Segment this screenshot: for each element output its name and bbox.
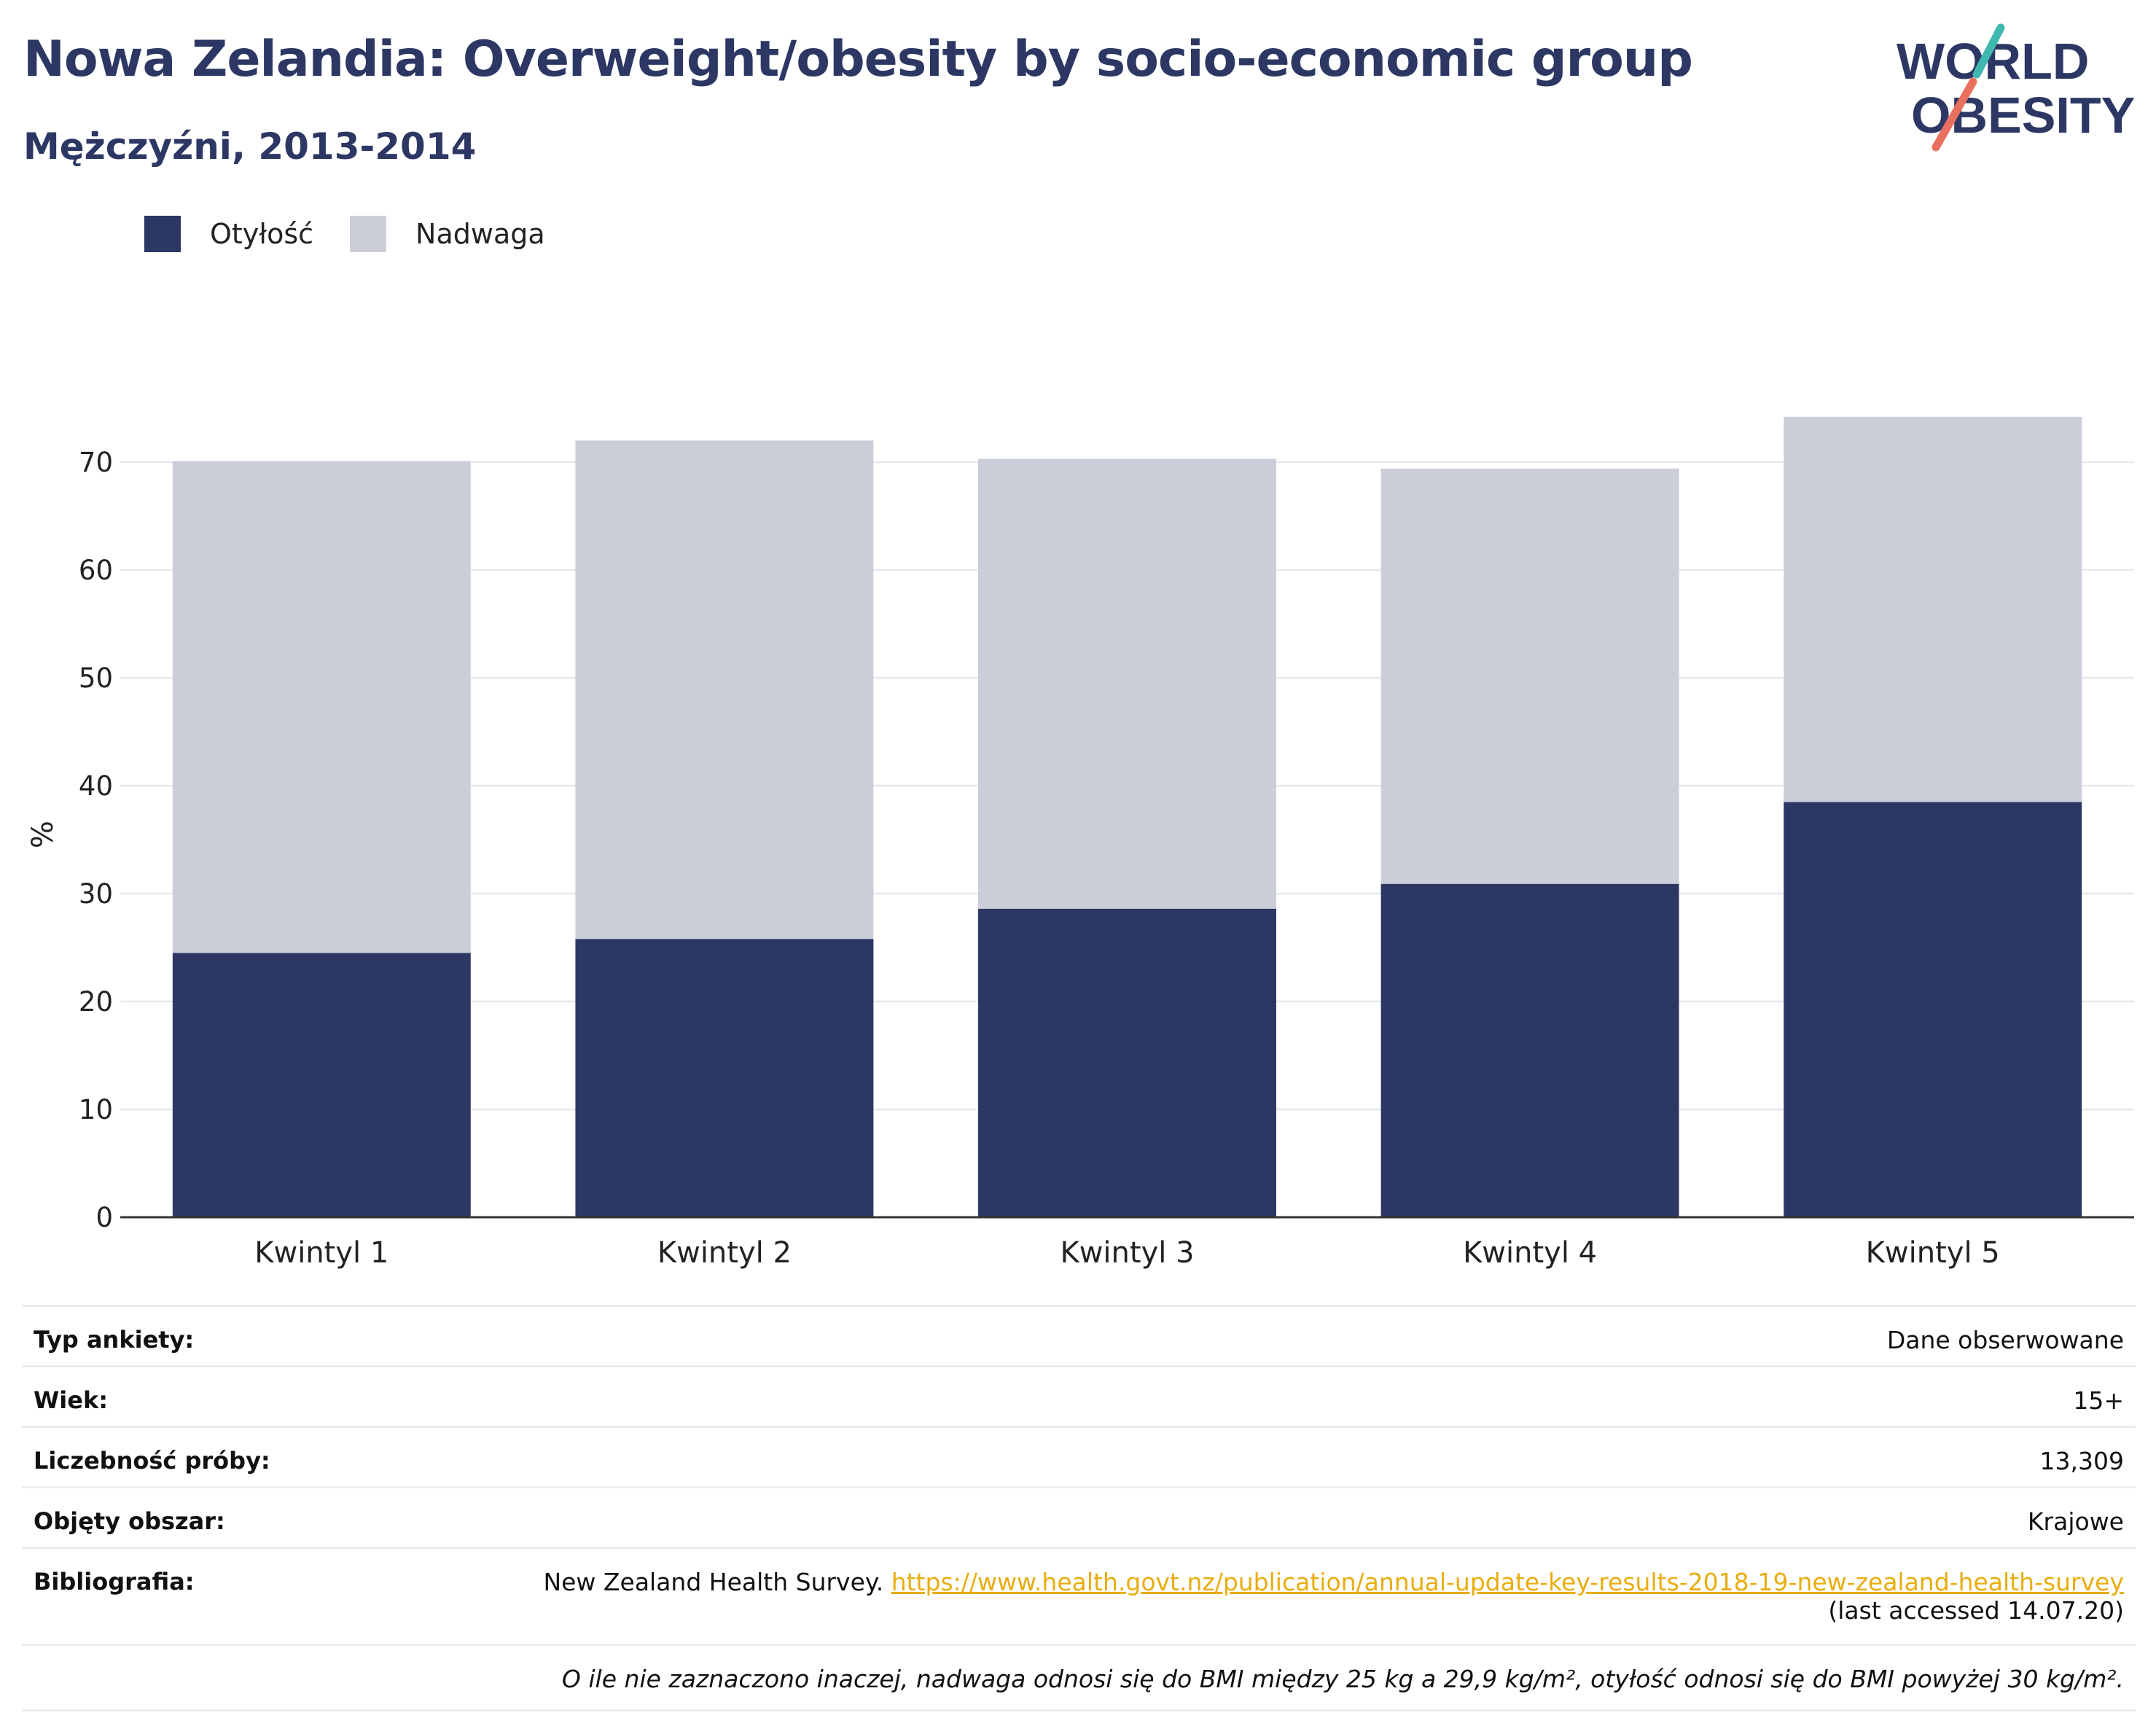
y-axis-label: %	[26, 821, 60, 848]
meta-label: Wiek:	[34, 1386, 109, 1414]
bibliography-text: New Zealand Health Survey.	[543, 1568, 891, 1596]
legend-item-obesity[interactable]: Otyłość	[144, 216, 313, 252]
meta-row-sample-size: Liczebność próby: 13,309	[22, 1426, 2136, 1486]
meta-row-age: Wiek: 15+	[22, 1365, 2136, 1426]
y-tick-label: 10	[79, 1094, 113, 1125]
legend-label-obesity: Otyłość	[210, 218, 314, 250]
y-tick-label: 40	[79, 770, 113, 802]
bar-obesity[interactable]	[575, 939, 874, 1217]
x-tick-label: Kwintyl 4	[1463, 1236, 1597, 1270]
logo-slash-coral	[1932, 77, 1977, 152]
bmi-definition-note: O ile nie zaznaczono inaczej, nadwaga od…	[22, 1644, 2136, 1711]
y-tick-label: 60	[79, 555, 113, 586]
y-tick-label: 70	[79, 447, 113, 478]
bar-obesity[interactable]	[978, 908, 1276, 1217]
legend-label-overweight: Nadwaga	[415, 218, 545, 250]
world-obesity-logo: WORLD OBESITY	[1897, 23, 2135, 152]
meta-row-survey-type: Typ ankiety: Dane obserwowane	[22, 1305, 2136, 1365]
bibliography-link[interactable]: https://www.health.govt.nz/publication/a…	[891, 1568, 2124, 1596]
bibliography-accessed: (last accessed 14.07.20)	[1828, 1596, 2124, 1625]
stacked-bar-chart: 0 10 20 30 40 50 60 70% Kwintyl 1 Kwintyl 2 Kwinty…	[26, 416, 2134, 1270]
meta-value: 15+	[2073, 1386, 2124, 1415]
meta-label: Bibliografia:	[34, 1568, 195, 1596]
x-tick-label: Kwintyl 3	[1060, 1236, 1194, 1270]
bar-obesity[interactable]	[1784, 802, 2082, 1217]
x-tick-label: Kwintyl 5	[1866, 1236, 2000, 1270]
bar-overweight[interactable]	[172, 461, 471, 953]
meta-label: Typ ankiety:	[34, 1326, 195, 1354]
survey-details: Typ ankiety: Dane obserwowane Wiek: 15+ …	[22, 1305, 2136, 1711]
meta-label: Liczebność próby:	[34, 1447, 270, 1475]
bibliography-value: New Zealand Health Survey. https://www.h…	[543, 1568, 2124, 1625]
y-tick-label: 20	[79, 986, 113, 1018]
meta-label: Objęty obszar:	[34, 1507, 225, 1535]
logo-line2: OBESITY	[1911, 87, 2135, 144]
y-tick-label: 30	[79, 878, 113, 910]
y-tick-label: 50	[79, 663, 113, 694]
meta-value: 13,309	[2039, 1447, 2124, 1475]
bar-overweight[interactable]	[978, 458, 1276, 909]
legend-item-overweight[interactable]: Nadwaga	[350, 216, 545, 252]
bar-obesity[interactable]	[1380, 883, 1679, 1217]
legend-swatch-obesity	[144, 216, 181, 252]
meta-value: Dane obserwowane	[1886, 1326, 2124, 1354]
y-tick-label: 0	[95, 1202, 113, 1233]
meta-value: Krajowe	[2027, 1507, 2124, 1536]
chart-title: Nowa Zelandia: Overweight/obesity by soc…	[23, 31, 1693, 88]
chart-subtitle: Mężczyźni, 2013-2014	[23, 125, 477, 168]
logo-slash-teal	[1972, 23, 2005, 79]
legend-swatch-overweight	[350, 216, 387, 252]
bar-overweight[interactable]	[1380, 468, 1679, 884]
meta-row-bibliography: Bibliografia: New Zealand Health Survey.…	[22, 1547, 2136, 1644]
bar-obesity[interactable]	[172, 953, 471, 1217]
x-tick-label: Kwintyl 2	[657, 1236, 792, 1270]
x-tick-label: Kwintyl 1	[254, 1236, 388, 1270]
bar-overweight[interactable]	[575, 440, 874, 940]
bar-overweight[interactable]	[1784, 416, 2082, 802]
chart-legend: Otyłość Nadwaga	[144, 216, 582, 252]
meta-row-area: Objęty obszar: Krajowe	[22, 1486, 2136, 1547]
